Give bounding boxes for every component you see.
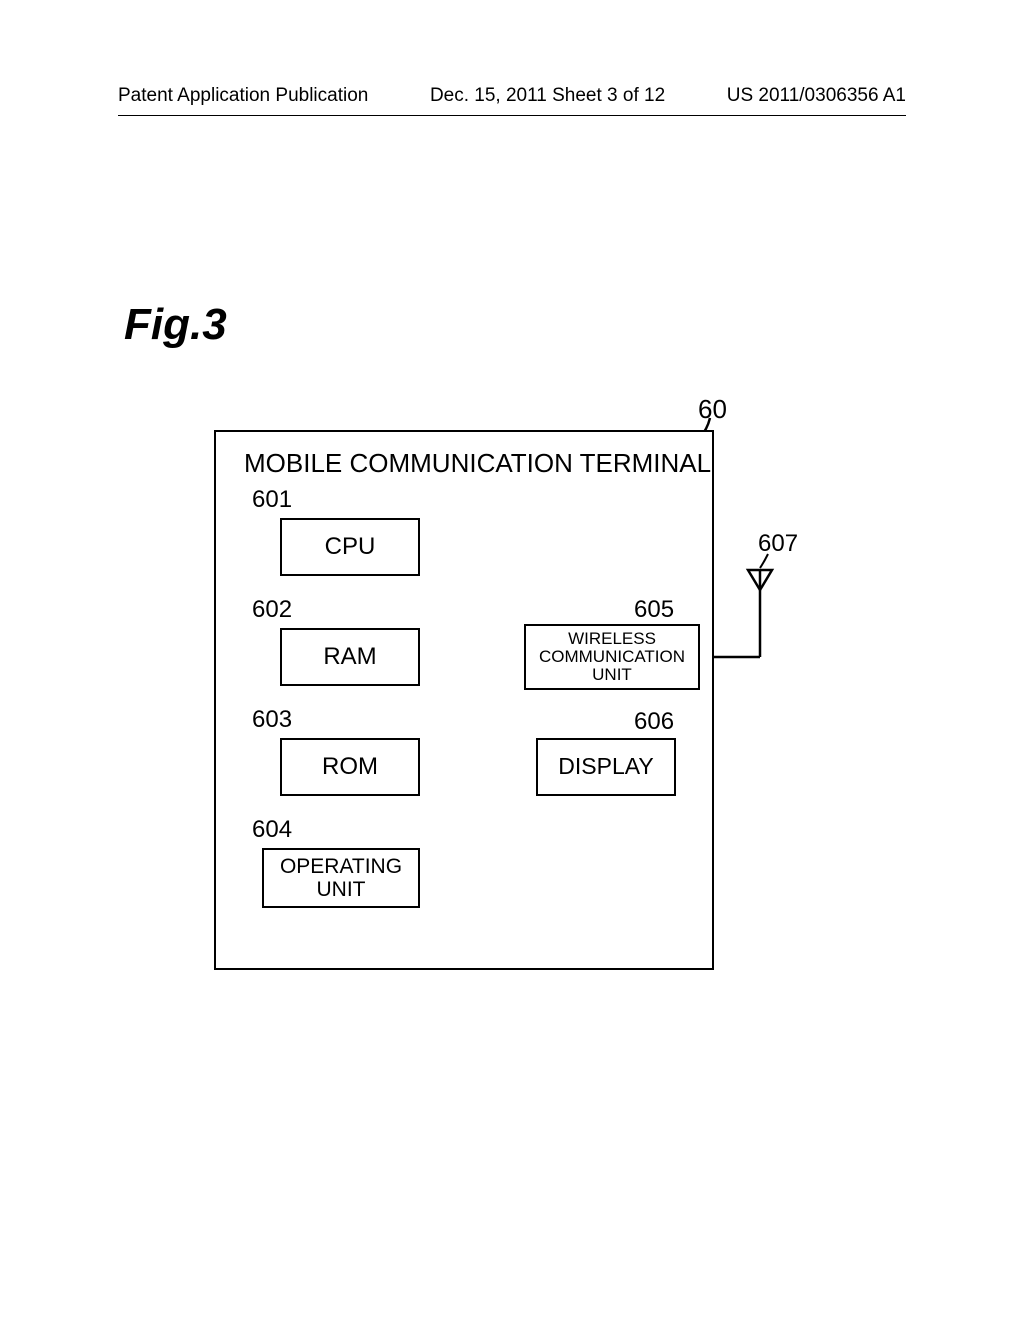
ref-603: 603: [252, 706, 292, 734]
ram-block: RAM: [280, 628, 420, 686]
page: Patent Application Publication Dec. 15, …: [0, 0, 1024, 1320]
ref-602: 602: [252, 596, 292, 624]
display-label: DISPLAY: [558, 754, 653, 779]
ref-606: 606: [634, 708, 674, 736]
wireless-block: WIRELESS COMMUNICATION UNIT: [524, 624, 700, 690]
operating-unit-label: OPERATING UNIT: [280, 855, 402, 901]
wireless-label: WIRELESS COMMUNICATION UNIT: [539, 630, 685, 684]
rom-label: ROM: [322, 754, 378, 780]
cpu-label: CPU: [325, 534, 376, 560]
ref-607: 607: [758, 530, 798, 558]
ref-60: 60: [698, 394, 727, 425]
display-block: DISPLAY: [536, 738, 676, 796]
ref-604: 604: [252, 816, 292, 844]
ram-label: RAM: [323, 644, 376, 670]
terminal-title: MOBILE COMMUNICATION TERMINAL: [244, 448, 711, 479]
ref-601: 601: [252, 486, 292, 514]
ref-605: 605: [634, 596, 674, 624]
operating-unit-block: OPERATING UNIT: [262, 848, 420, 908]
rom-block: ROM: [280, 738, 420, 796]
cpu-block: CPU: [280, 518, 420, 576]
